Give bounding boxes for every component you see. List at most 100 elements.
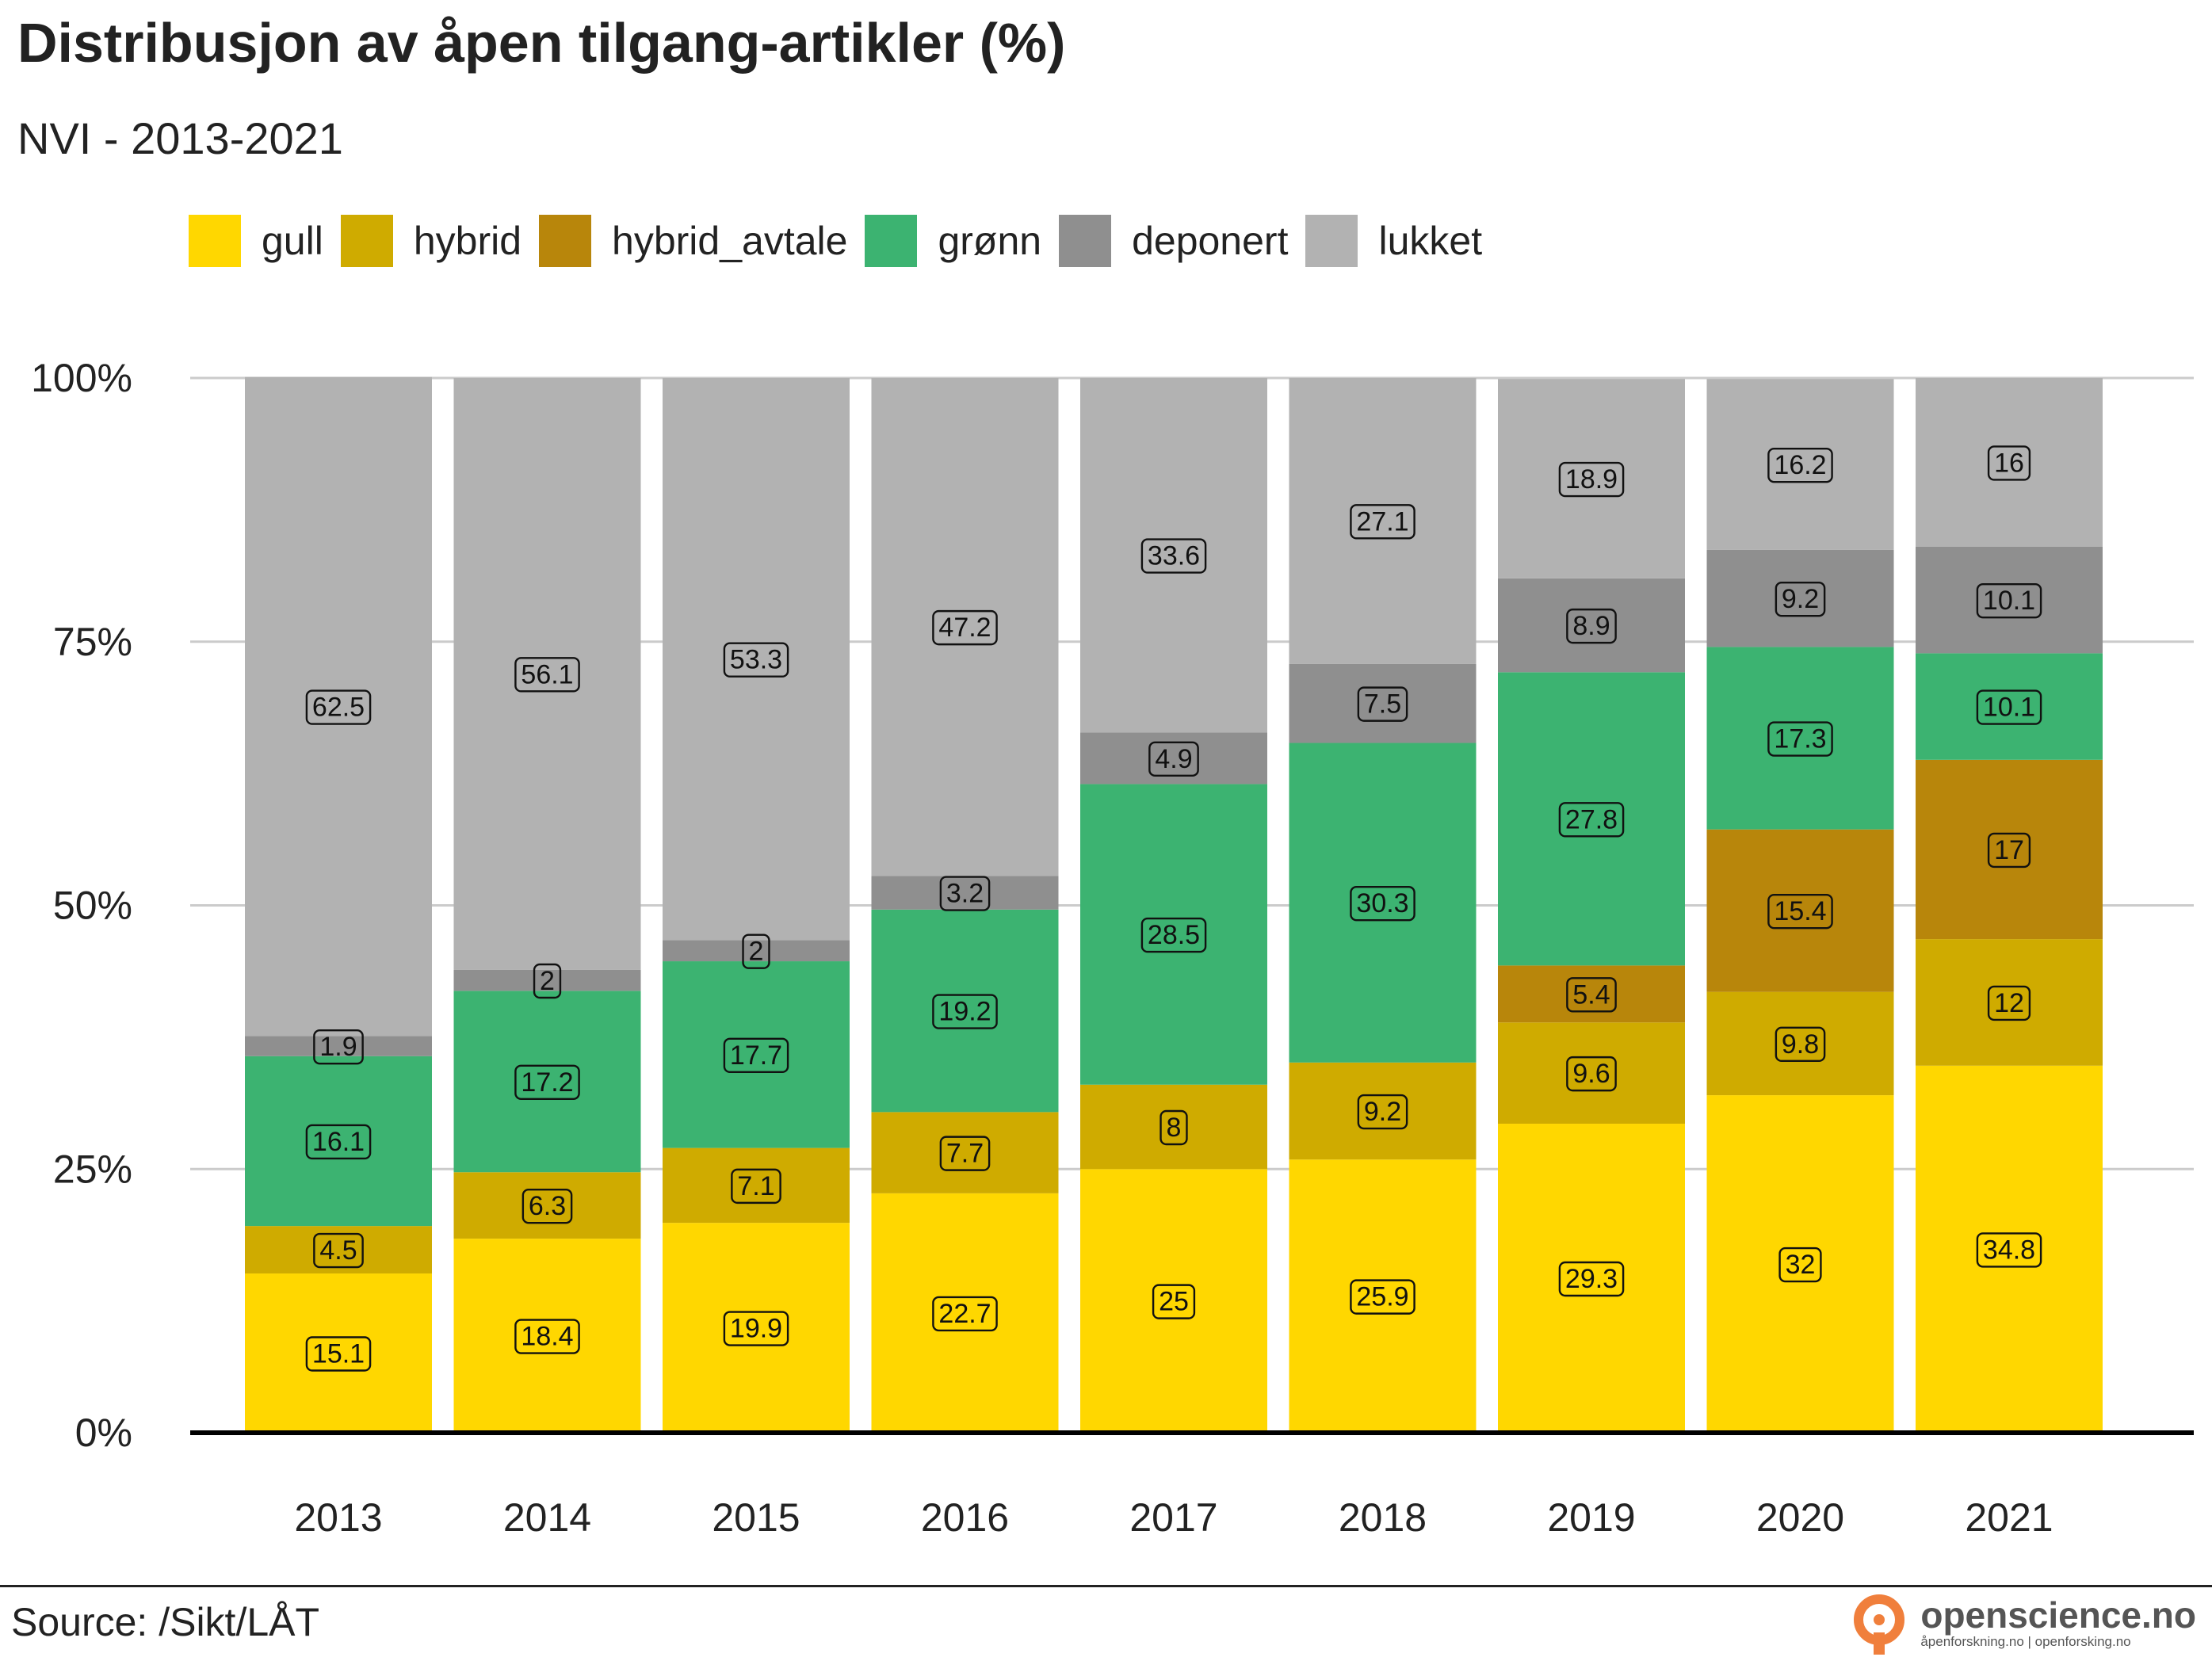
data-label-gronn-2019: 27.8 xyxy=(1558,802,1625,838)
legend-item-lukket: lukket xyxy=(1305,215,1482,267)
bar-gronn-2019 xyxy=(1498,672,1685,966)
bar-hybrid-2021 xyxy=(1916,939,2103,1066)
bar-gronn-2020 xyxy=(1706,647,1894,830)
bar-lukket-2015 xyxy=(663,378,850,941)
x-tick-label-2015: 2015 xyxy=(712,1495,800,1540)
bar-gull-2013 xyxy=(245,1273,432,1433)
data-label-gronn-2021: 10.1 xyxy=(1976,689,2042,725)
y-tick-label: 100% xyxy=(31,356,132,400)
data-label-box xyxy=(514,1319,580,1354)
data-label-text: 8 xyxy=(1167,1113,1182,1143)
y-tick-label: 50% xyxy=(53,884,132,928)
data-label-gull-2016: 22.7 xyxy=(932,1296,998,1332)
data-label-text: 4.9 xyxy=(1155,744,1192,774)
data-label-text: 27.8 xyxy=(1565,804,1618,834)
data-label-box xyxy=(1357,1094,1408,1130)
data-label-box xyxy=(1775,581,1826,617)
bar-lukket-2016 xyxy=(871,378,1059,876)
data-label-deponert-2020: 9.2 xyxy=(1775,581,1826,617)
data-label-text: 10.1 xyxy=(1983,586,2035,616)
bar-hybrid-2020 xyxy=(1706,991,1894,1096)
data-label-box xyxy=(1159,1109,1188,1146)
data-label-hybrid-2018: 9.2 xyxy=(1357,1094,1408,1130)
data-label-box xyxy=(1558,802,1625,838)
bar-gull-2015 xyxy=(663,1223,850,1433)
data-label-gull-2014: 18.4 xyxy=(514,1319,580,1354)
data-label-lukket-2016: 47.2 xyxy=(932,609,998,646)
source-note: Source: /Sikt/LÅT xyxy=(11,1600,320,1644)
bar-lukket-2021 xyxy=(1916,378,2103,547)
data-label-text: 28.5 xyxy=(1148,920,1200,950)
data-label-hybrid-2016: 7.7 xyxy=(939,1136,991,1171)
data-label-lukket-2013: 62.5 xyxy=(305,689,372,725)
data-label-text: 2 xyxy=(749,937,764,967)
data-label-box xyxy=(305,1336,372,1372)
bar-deponert-2020 xyxy=(1706,549,1894,647)
data-label-box xyxy=(1566,977,1617,1013)
data-label-hybrid-2019: 9.6 xyxy=(1566,1056,1617,1092)
logo-text: openscience.no xyxy=(1920,1594,2196,1636)
bar-lukket-2020 xyxy=(1706,379,1894,550)
legend-label-hybrid: hybrid xyxy=(413,219,522,263)
data-label-text: 10.1 xyxy=(1983,693,2035,723)
x-tick-label-2014: 2014 xyxy=(503,1495,591,1540)
data-label-text: 12 xyxy=(1994,988,2024,1018)
data-label-deponert-2016: 3.2 xyxy=(939,876,991,911)
data-label-box xyxy=(723,1037,789,1074)
data-label-deponert-2021: 10.1 xyxy=(1976,582,2042,619)
data-label-text: 7.7 xyxy=(946,1139,984,1169)
data-label-lukket-2015: 53.3 xyxy=(723,642,789,678)
bar-gull-2014 xyxy=(453,1239,641,1433)
bar-gronn-2014 xyxy=(453,991,641,1173)
data-label-text: 15.1 xyxy=(312,1339,365,1369)
data-label-text: 16.1 xyxy=(312,1127,365,1157)
data-label-box xyxy=(723,1311,789,1346)
data-label-text: 16.2 xyxy=(1774,450,1826,480)
bar-deponert-2018 xyxy=(1289,663,1477,743)
legend-swatch-gronn xyxy=(865,215,918,267)
data-label-box xyxy=(1775,1026,1826,1063)
data-label-box xyxy=(521,1188,573,1224)
data-label-box xyxy=(1976,689,2042,725)
bar-hybrid-avtale-2020 xyxy=(1706,829,1894,992)
x-tick-label-2013: 2013 xyxy=(294,1495,382,1540)
data-label-box xyxy=(932,1296,998,1332)
bar-gronn-2015 xyxy=(663,961,850,1148)
bar-hybrid-2019 xyxy=(1498,1022,1685,1124)
legend-label-gull: gull xyxy=(262,219,323,263)
x-tick-label-2018: 2018 xyxy=(1339,1495,1427,1540)
legend-label-gronn: grønn xyxy=(938,219,1042,263)
data-label-box xyxy=(514,1064,580,1100)
data-label-hybrid-2021: 12 xyxy=(1987,985,2031,1021)
data-label-hybrid-avtale-2021: 17 xyxy=(1987,832,2031,869)
bar-gronn-2013 xyxy=(245,1056,432,1227)
legend-swatch-gull xyxy=(189,215,241,267)
y-tick-label: 75% xyxy=(53,620,132,664)
stacked-bar-chart: 0% 25% 50% 75% 100% 2013 2014 2015 2016 2017 2018 2… xyxy=(31,356,2194,1540)
data-label-gronn-2014: 17.2 xyxy=(514,1064,580,1100)
data-label-box xyxy=(1350,504,1415,540)
open-access-lock-icon xyxy=(1854,1594,1905,1655)
bar-gronn-2021 xyxy=(1916,653,2103,760)
data-label-box xyxy=(1558,1261,1625,1297)
bar-gull-2018 xyxy=(1289,1159,1477,1433)
data-label-box xyxy=(1767,721,1833,757)
data-label-gronn-2015: 17.7 xyxy=(723,1037,789,1074)
legend-label-lukket: lukket xyxy=(1378,219,1483,263)
bar-hybrid-2017 xyxy=(1080,1084,1267,1170)
legend-swatch-hybrid xyxy=(340,215,393,267)
data-label-text: 56.1 xyxy=(521,659,573,689)
bar-lukket-2018 xyxy=(1289,378,1477,664)
bar-deponert-2021 xyxy=(1916,546,2103,654)
data-label-text: 34.8 xyxy=(1983,1235,2035,1265)
data-label-box xyxy=(1767,893,1833,930)
data-label-text: 19.2 xyxy=(938,997,991,1027)
chart-legend: gull hybrid hybrid_avtale grønn deponert lukk… xyxy=(189,212,1499,269)
data-label-text: 17.7 xyxy=(730,1040,782,1071)
data-label-box xyxy=(313,1029,364,1065)
data-label-box xyxy=(1350,885,1415,922)
bar-hybrid-2014 xyxy=(453,1172,641,1239)
bar-hybrid-avtale-2021 xyxy=(1916,759,2103,940)
data-label-box xyxy=(1987,445,2031,481)
data-label-hybrid-avtale-2020: 15.4 xyxy=(1767,893,1833,930)
